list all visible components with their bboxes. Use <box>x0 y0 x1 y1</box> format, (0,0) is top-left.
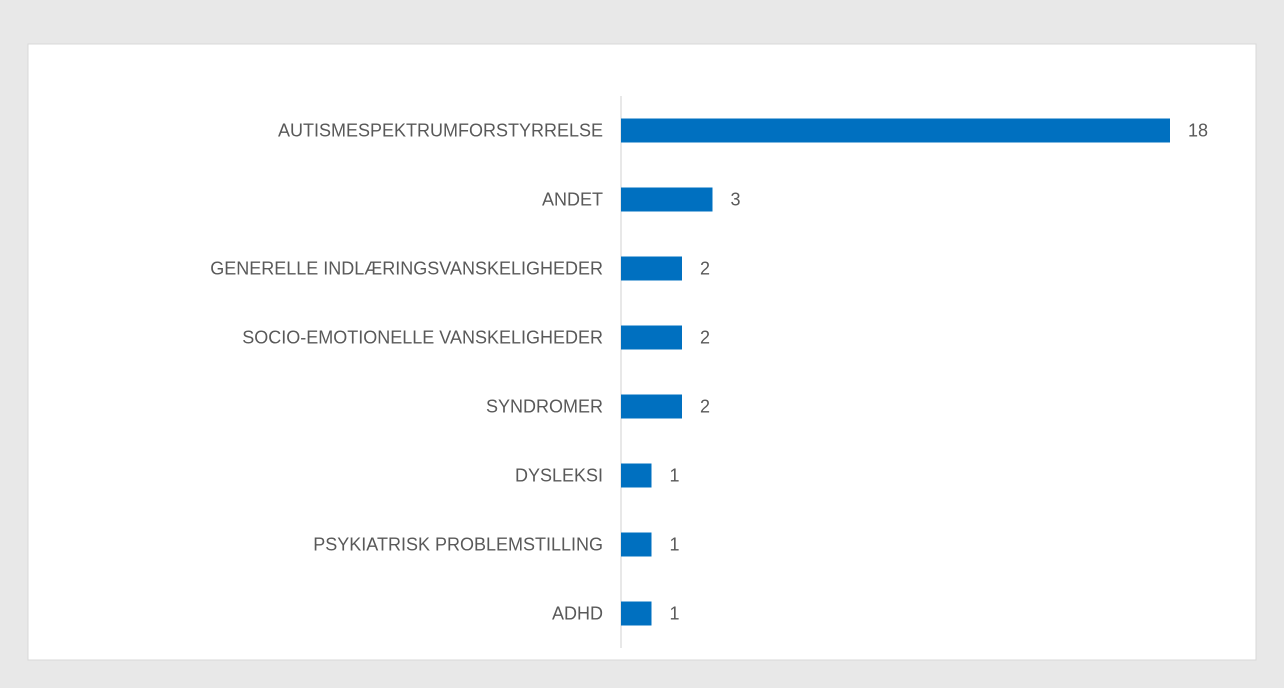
bar <box>621 463 652 488</box>
value-label: 2 <box>700 327 710 347</box>
category-label: ANDET <box>542 189 603 209</box>
value-label: 18 <box>1188 120 1208 140</box>
value-label: 3 <box>731 189 741 209</box>
bar <box>621 532 652 557</box>
value-label: 2 <box>700 258 710 278</box>
category-label: ADHD <box>552 603 603 623</box>
category-label: AUTISMESPEKTRUMFORSTYRRELSE <box>278 120 603 140</box>
bar <box>621 325 682 350</box>
category-label: PSYKIATRISK PROBLEMSTILLING <box>313 534 603 554</box>
value-label: 1 <box>670 534 680 554</box>
chart-panel <box>27 43 1257 661</box>
category-label: SOCIO-EMOTIONELLE VANSKELIGHEDER <box>242 327 603 347</box>
bar <box>621 256 682 281</box>
value-label: 1 <box>670 603 680 623</box>
bar <box>621 187 713 212</box>
value-label: 2 <box>700 396 710 416</box>
value-label: 1 <box>670 465 680 485</box>
bar <box>621 394 682 419</box>
bar <box>621 601 652 626</box>
category-label: SYNDROMER <box>486 396 603 416</box>
bar <box>621 118 1170 143</box>
category-label: GENERELLE INDLÆRINGSVANSKELIGHEDER <box>210 258 603 278</box>
category-label: DYSLEKSI <box>515 465 603 485</box>
